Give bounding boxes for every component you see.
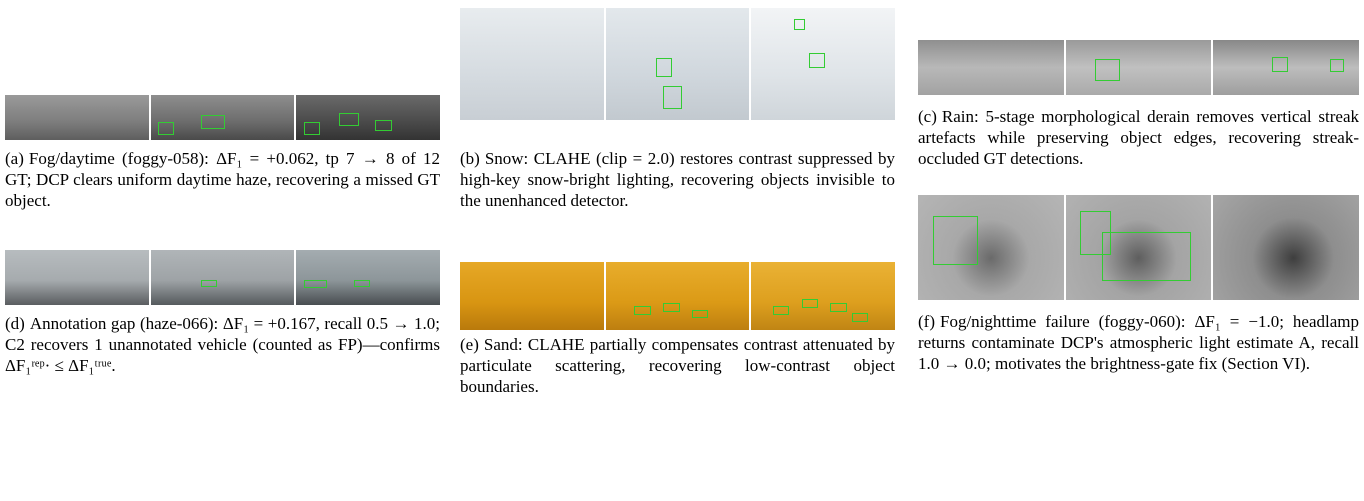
detection-box xyxy=(830,303,846,312)
caption: (c)Rain: 5-stage morphological derain re… xyxy=(918,106,1359,169)
detection-box xyxy=(304,280,328,288)
image-strip xyxy=(918,40,1359,95)
image-panel xyxy=(296,95,440,140)
caption: (e)Sand: CLAHE partially compensates con… xyxy=(460,334,895,397)
image-panel xyxy=(151,95,295,140)
detection-box xyxy=(1102,232,1191,281)
image-panel xyxy=(918,40,1064,95)
caption-text: Annotation gap (haze-066): ΔF₁ = +0.167,… xyxy=(5,314,440,375)
detection-box xyxy=(375,120,391,131)
image-panel xyxy=(460,8,604,120)
caption: (d)Annotation gap (haze-066): ΔF₁ = +0.1… xyxy=(5,313,440,376)
caption-text: Sand: CLAHE partially compensates contra… xyxy=(460,335,895,396)
caption: (f)Fog/nighttime failure (foggy-060): ΔF… xyxy=(918,311,1359,374)
detection-box xyxy=(802,299,818,308)
caption-text: Snow: CLAHE (clip = 2.0) restores contra… xyxy=(460,149,895,210)
label: (f) xyxy=(918,312,935,331)
image-strip xyxy=(5,250,440,305)
image-panel xyxy=(1213,40,1359,95)
detection-box xyxy=(773,306,789,315)
detection-box xyxy=(692,310,708,319)
detection-box xyxy=(201,280,217,286)
detection-box xyxy=(634,306,650,315)
image-strip xyxy=(918,195,1359,300)
image-panel xyxy=(5,95,149,140)
detection-box xyxy=(201,115,225,128)
caption: (b)Snow: CLAHE (clip = 2.0) restores con… xyxy=(460,148,895,211)
detection-box xyxy=(339,113,358,126)
detection-box xyxy=(354,280,370,286)
detection-box xyxy=(663,303,679,312)
detection-box xyxy=(663,86,682,108)
detection-box xyxy=(809,53,825,68)
detection-box xyxy=(304,122,320,135)
image-panel xyxy=(151,250,295,305)
image-panel xyxy=(751,262,895,330)
detection-box xyxy=(794,19,805,30)
caption: (a)Fog/daytime (foggy-058): ΔF₁ = +0.062… xyxy=(5,148,440,211)
detection-box xyxy=(933,216,979,265)
image-panel xyxy=(606,8,750,120)
detection-box xyxy=(1095,59,1120,80)
caption-text: Fog/daytime (foggy-058): ΔF₁ = +0.062, t… xyxy=(5,149,440,210)
image-strip xyxy=(460,8,895,120)
label: (e) xyxy=(460,335,479,354)
detection-box xyxy=(1330,59,1344,72)
detection-box xyxy=(656,58,672,77)
image-strip xyxy=(460,262,895,330)
image-panel xyxy=(296,250,440,305)
image-panel xyxy=(606,262,750,330)
image-panel xyxy=(918,195,1064,300)
caption-text: Fog/nighttime failure (foggy-060): ΔF₁ =… xyxy=(918,312,1359,373)
label: (c) xyxy=(918,107,937,126)
label: (a) xyxy=(5,149,24,168)
detection-box xyxy=(1272,57,1289,73)
detection-box xyxy=(852,313,868,322)
image-panel xyxy=(1066,40,1212,95)
label: (b) xyxy=(460,149,480,168)
image-panel xyxy=(1066,195,1212,300)
caption-text: Rain: 5-stage morphological derain remov… xyxy=(918,107,1359,168)
detection-box xyxy=(158,122,174,135)
image-strip xyxy=(5,95,440,140)
page: (a)Fog/daytime (foggy-058): ΔF₁ = +0.062… xyxy=(0,0,1364,501)
image-panel xyxy=(460,262,604,330)
image-panel xyxy=(5,250,149,305)
image-panel xyxy=(751,8,895,120)
label: (d) xyxy=(5,314,25,333)
image-panel xyxy=(1213,195,1359,300)
